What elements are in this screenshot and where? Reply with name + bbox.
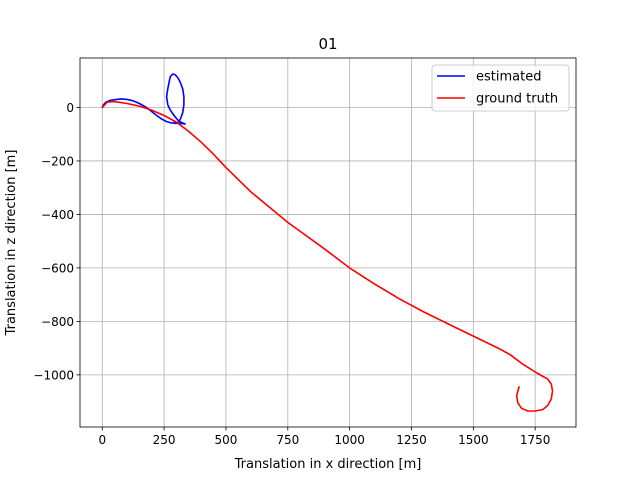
y-tick-label: −400 (41, 208, 74, 222)
x-tick-label: 1250 (396, 433, 427, 447)
y-tick-label: 0 (66, 101, 74, 115)
chart-title: 01 (318, 35, 337, 53)
x-tick-label: 1000 (334, 433, 365, 447)
legend-box (431, 64, 570, 112)
series-line-ground-truth (101, 100, 554, 412)
x-tick-label: 1750 (520, 433, 551, 447)
y-axis-label: Translation in z direction [m] (4, 150, 19, 337)
x-tick-label: 0 (98, 433, 106, 447)
x-tick-label: 500 (215, 433, 238, 447)
x-axis-label: Translation in x direction [m] (234, 457, 422, 472)
y-tick-label: −800 (41, 315, 74, 329)
x-tick-label: 750 (276, 433, 299, 447)
grid-lines (80, 58, 576, 427)
y-tick-label: −1000 (33, 368, 74, 382)
series-lines (101, 73, 554, 412)
axis-ticks: 0 250 500 750 1000 1250 1500 1750 0 −200 −400 −600 −… (33, 101, 550, 447)
axes-frame (79, 57, 577, 428)
y-tick-label: −200 (41, 154, 74, 168)
y-tick-label: −600 (41, 261, 74, 275)
x-tick-label: 250 (153, 433, 176, 447)
legend-label-estimated: estimated (476, 70, 541, 85)
legend-label-ground-truth: ground truth (476, 92, 558, 107)
legend: estimated ground truth (431, 64, 570, 112)
x-tick-label: 1500 (458, 433, 489, 447)
series-line-estimated (101, 73, 186, 125)
